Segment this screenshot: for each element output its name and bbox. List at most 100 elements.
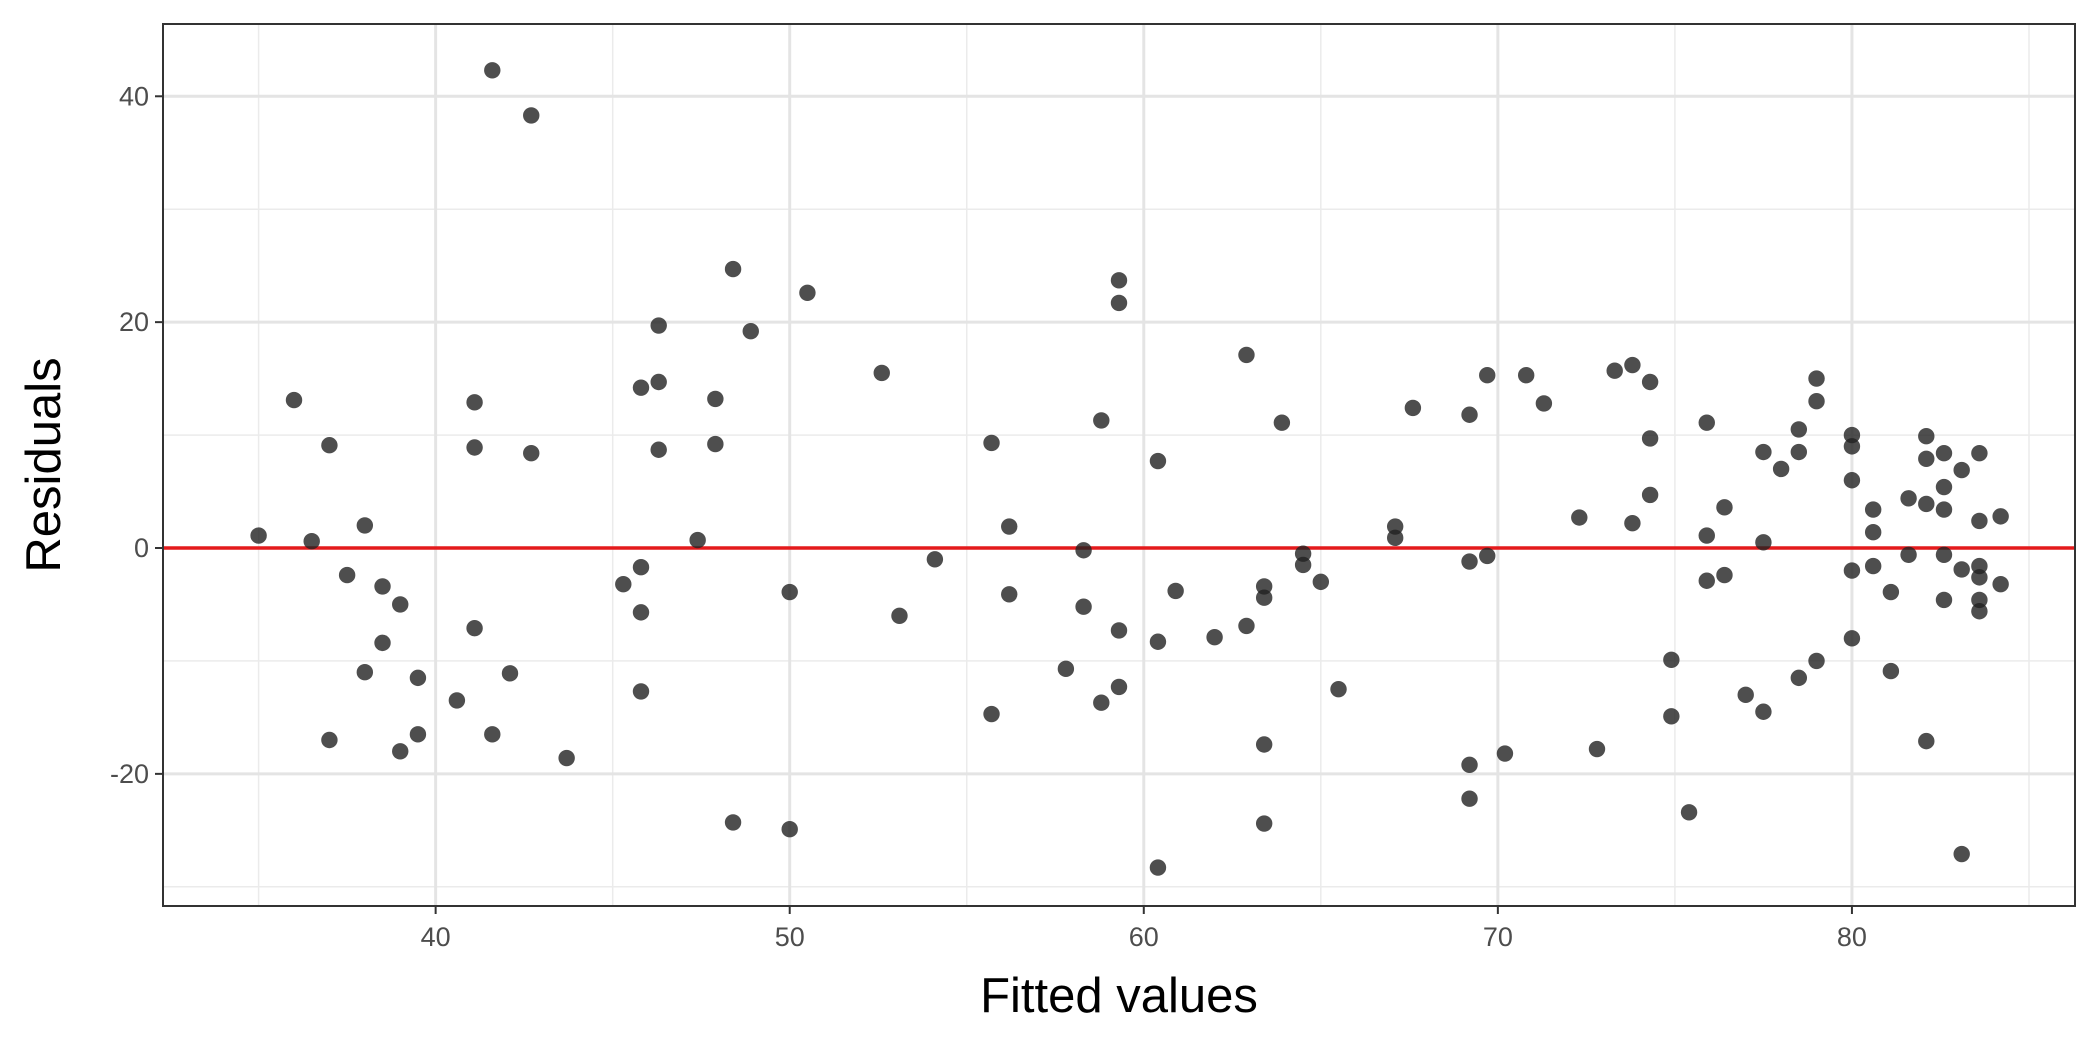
data-point	[523, 444, 540, 462]
data-point	[707, 390, 724, 408]
y-tick-label: -20	[110, 759, 149, 789]
data-point	[392, 596, 409, 613]
data-point	[356, 664, 374, 681]
data-point	[1680, 804, 1698, 821]
data-point	[707, 435, 724, 453]
data-point	[466, 619, 483, 637]
x-tick-label: 60	[1129, 922, 1159, 952]
data-point	[1935, 444, 1953, 462]
data-point	[1790, 443, 1808, 461]
data-points	[250, 62, 2009, 876]
data-point	[1167, 582, 1184, 600]
y-tick-label: 0	[134, 533, 149, 563]
data-point	[983, 434, 1000, 452]
data-point	[356, 517, 374, 534]
data-point	[1716, 499, 1733, 516]
data-point	[1624, 356, 1641, 374]
y-axis-tick-labels: -20 0 20 40	[110, 81, 149, 789]
data-point	[1843, 472, 1861, 489]
data-point	[1755, 443, 1772, 461]
data-point	[1716, 566, 1733, 584]
data-point	[1790, 421, 1808, 438]
data-point	[1093, 412, 1110, 429]
data-point	[1149, 633, 1167, 650]
y-tick-label: 40	[119, 81, 149, 111]
data-point	[1790, 669, 1808, 687]
data-point	[1953, 561, 1970, 578]
data-point	[1971, 512, 1988, 530]
data-point	[448, 692, 466, 709]
data-point	[781, 583, 798, 601]
data-point	[1255, 578, 1273, 595]
data-point	[632, 379, 650, 396]
data-point	[1461, 406, 1478, 423]
data-point	[1843, 426, 1861, 444]
data-point	[1479, 367, 1496, 384]
data-point	[1641, 486, 1659, 504]
data-point	[1404, 399, 1422, 417]
data-point	[1273, 414, 1291, 431]
data-point	[409, 669, 427, 687]
data-point	[1149, 859, 1167, 876]
data-point	[1386, 529, 1404, 547]
data-point	[321, 437, 338, 454]
data-point	[1935, 501, 1953, 518]
data-point	[1093, 694, 1110, 711]
data-point	[1001, 586, 1018, 603]
data-point	[1255, 589, 1273, 606]
data-point	[1698, 527, 1715, 544]
data-point	[1255, 736, 1273, 753]
data-point	[285, 391, 303, 409]
data-point	[724, 260, 742, 278]
data-point	[1953, 461, 1970, 479]
data-point	[1953, 845, 1970, 863]
data-point	[1255, 815, 1273, 832]
data-point	[1461, 553, 1478, 570]
data-point	[1698, 572, 1715, 589]
data-point	[1918, 495, 1935, 513]
data-point	[1110, 294, 1128, 312]
x-tick-label: 40	[421, 922, 451, 952]
data-point	[1882, 662, 1900, 680]
x-tick-label: 70	[1483, 922, 1513, 952]
data-point	[1588, 740, 1606, 758]
data-point	[1238, 346, 1255, 364]
data-point	[724, 814, 742, 831]
data-point	[632, 604, 650, 621]
data-point	[1755, 534, 1772, 551]
data-point	[303, 533, 320, 550]
x-tick-label: 80	[1837, 922, 1867, 952]
data-point	[1238, 617, 1255, 635]
data-point	[1479, 547, 1496, 565]
data-point	[1206, 629, 1223, 646]
data-point	[742, 322, 759, 340]
data-point	[1755, 703, 1772, 720]
data-point	[1698, 414, 1715, 431]
data-point	[1918, 450, 1935, 467]
y-axis-title: Residuals	[17, 357, 71, 572]
data-point	[1900, 546, 1917, 563]
data-point	[250, 527, 267, 544]
data-point	[1663, 651, 1680, 669]
data-point	[392, 743, 409, 760]
data-point	[484, 726, 501, 743]
data-point	[1900, 490, 1917, 507]
data-point	[926, 551, 944, 568]
data-point	[1294, 545, 1312, 562]
data-point	[1663, 708, 1680, 725]
data-point	[1149, 452, 1167, 470]
data-point	[1496, 745, 1514, 762]
data-point	[873, 364, 890, 382]
data-point	[1461, 790, 1478, 807]
panel-border	[162, 23, 2076, 907]
data-point	[466, 439, 483, 456]
y-tick-label: 20	[119, 307, 149, 337]
data-point	[1641, 373, 1659, 391]
data-point	[1864, 523, 1882, 541]
data-point	[689, 531, 706, 549]
data-point	[1843, 438, 1861, 455]
data-point	[781, 821, 798, 838]
data-point	[1606, 362, 1623, 379]
